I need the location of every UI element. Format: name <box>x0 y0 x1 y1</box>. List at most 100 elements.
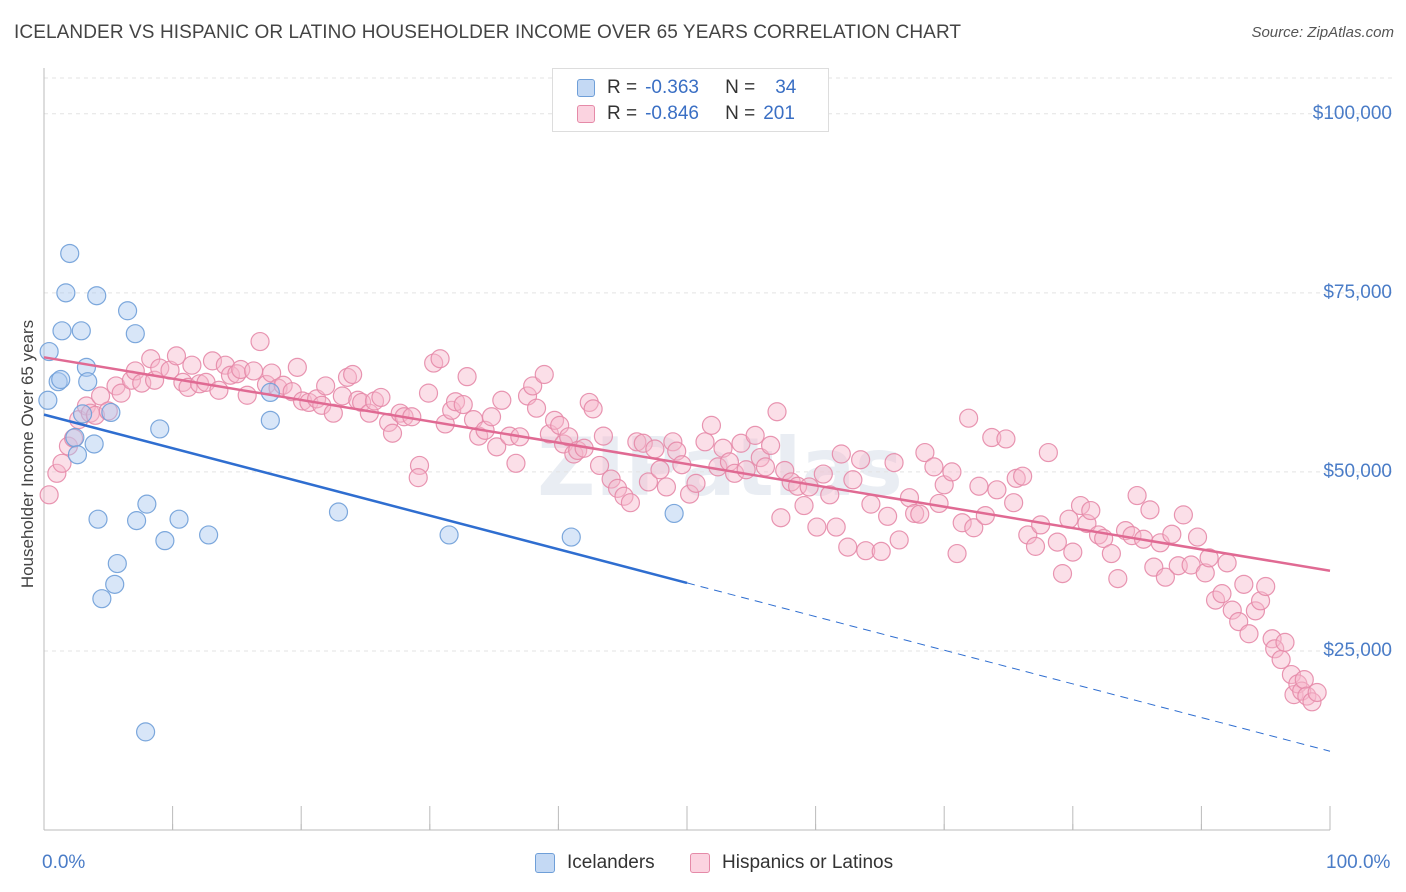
hispanic-point <box>820 485 840 505</box>
legend-label-hispanics: Hispanics or Latinos <box>722 852 894 873</box>
icelander-point <box>51 369 71 390</box>
hispanic-point <box>90 386 111 406</box>
hispanic-point <box>506 453 526 473</box>
hispanic-point <box>287 357 307 377</box>
icelander-point <box>561 527 581 547</box>
hispanic-point <box>1052 564 1073 584</box>
hispanic-point <box>826 517 846 537</box>
hispanic-point <box>202 351 223 371</box>
stats-legend: R = -0.363 N = 34 R = -0.846 N = 201 <box>552 68 829 132</box>
hispanic-point <box>1256 576 1276 597</box>
legend-r-label: R = <box>607 103 638 124</box>
hispanic-point <box>861 494 881 514</box>
icelander-point <box>137 494 157 514</box>
hispanic-point <box>755 457 776 477</box>
hispanic-point <box>947 543 967 564</box>
hispanic-point <box>1195 563 1215 583</box>
hispanic-point <box>633 433 653 453</box>
y-tick-label: $25,000 <box>1323 639 1392 661</box>
hispanic-point <box>559 427 579 447</box>
hispanic-point <box>929 493 949 514</box>
series-legend: Icelanders Hispanics or Latinos <box>0 852 1406 878</box>
legend-n-label: N = <box>725 103 756 124</box>
hispanic-point <box>445 392 466 412</box>
hispanic-point <box>1199 548 1219 568</box>
hispanic-point <box>47 463 67 483</box>
hispanic-point <box>1245 601 1266 621</box>
hispanic-point <box>371 387 391 408</box>
hispanic-point <box>408 468 428 488</box>
icelander-point <box>155 531 175 551</box>
hispanic-point <box>1140 500 1160 520</box>
hispanic-point <box>1018 525 1038 545</box>
hispanic-point <box>1173 505 1193 525</box>
legend-swatch-hispanics <box>690 853 710 873</box>
hispanic-point <box>1265 639 1285 659</box>
icelander-trend-extension <box>686 582 1331 752</box>
hispanic-point <box>959 408 979 428</box>
icelander-point <box>664 503 684 524</box>
hispanic-point <box>418 383 439 403</box>
icelander-point <box>60 243 80 264</box>
legend-swatch-icelanders <box>577 79 595 97</box>
hispanic-point <box>601 469 621 489</box>
icelander-point <box>52 321 72 341</box>
hispanic-point <box>851 450 871 470</box>
icelander-point <box>72 404 93 424</box>
hispanic-point <box>583 399 603 419</box>
hispanic-point <box>843 470 863 490</box>
hispanic-point <box>1047 532 1067 552</box>
hispanic-point <box>166 346 187 366</box>
hispanic-point <box>1250 591 1271 611</box>
hispanic-point <box>1187 527 1208 547</box>
icelander-point <box>125 324 145 344</box>
legend-label-icelanders: Icelanders <box>567 852 655 873</box>
hispanic-point <box>1217 553 1237 573</box>
hispanic-point <box>316 376 336 396</box>
hispanic-point <box>1108 569 1128 589</box>
icelander-point <box>150 419 170 439</box>
hispanic-point <box>1281 664 1302 685</box>
hispanic-point <box>1307 682 1327 703</box>
icelander-point <box>88 509 108 529</box>
hispanic-point <box>878 506 898 526</box>
hispanic-point <box>343 364 363 385</box>
hispanic-point <box>1229 611 1249 632</box>
hispanic-point <box>382 423 403 443</box>
y-tick-label: $75,000 <box>1323 281 1392 303</box>
hispanic-point <box>52 453 72 473</box>
hispanic-point <box>39 485 59 505</box>
icelander-point <box>260 410 280 430</box>
icelander-point <box>71 321 91 341</box>
icelander-point <box>78 372 98 392</box>
hispanic-point <box>952 513 972 533</box>
hispanic-point <box>750 447 770 468</box>
hispanic-point <box>63 428 84 448</box>
legend-item-icelanders: Icelanders <box>535 852 655 874</box>
hispanic-point <box>638 472 659 492</box>
chart-title: ICELANDER VS HISPANIC OR LATINO HOUSEHOL… <box>14 22 962 43</box>
hispanic-point <box>794 495 814 516</box>
icelander-point <box>101 402 121 423</box>
legend-swatch-icelanders <box>535 853 555 873</box>
icelander-point <box>56 283 76 303</box>
hispanic-point <box>760 435 781 456</box>
hispanic-point <box>332 386 352 406</box>
hispanic-point <box>250 331 270 352</box>
hispanic-point <box>589 455 610 476</box>
hispanic-point <box>745 425 765 445</box>
hispanic-point <box>209 380 229 400</box>
hispanic-point <box>982 427 1002 448</box>
icelander-point <box>135 722 156 742</box>
hispanic-point <box>831 444 851 464</box>
hispanic-point <box>111 383 131 403</box>
hispanic-point <box>534 364 554 385</box>
chart-source: Source: ZipAtlas.com <box>1251 24 1394 41</box>
hispanic-point <box>1101 543 1121 564</box>
legend-swatch-hispanics <box>577 105 595 123</box>
hispanic-point <box>771 508 791 528</box>
hispanic-point <box>244 361 264 381</box>
hispanic-point <box>686 473 706 493</box>
icelander-point <box>39 341 59 362</box>
hispanic-point <box>767 402 787 422</box>
